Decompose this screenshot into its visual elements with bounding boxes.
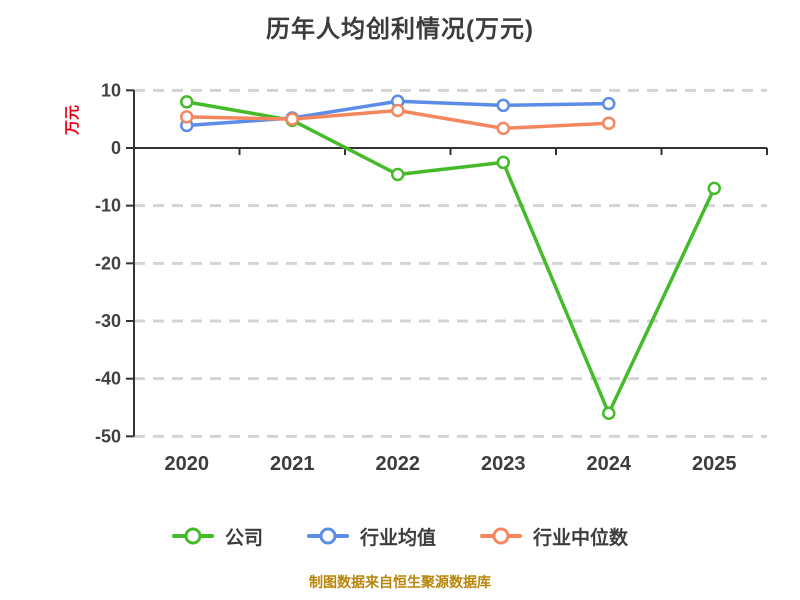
svg-text:-30: -30 [95, 311, 121, 331]
svg-text:-20: -20 [95, 253, 121, 273]
legend-item-industry-median[interactable]: 行业中位数 [480, 523, 628, 550]
legend-label-industry-mean: 行业均值 [359, 527, 436, 549]
legend-line-marker-icon [480, 527, 522, 546]
svg-text:2025: 2025 [692, 453, 737, 475]
svg-text:10: 10 [101, 80, 121, 100]
legend-label-industry-median: 行业中位数 [533, 527, 629, 549]
svg-text:-40: -40 [95, 369, 121, 389]
svg-text:2024: 2024 [587, 453, 632, 475]
legend-dot-icon [492, 527, 510, 545]
svg-text:-10: -10 [95, 196, 121, 216]
legend-item-industry-mean[interactable]: 行业均值 [306, 523, 436, 550]
svg-text:2023: 2023 [481, 453, 526, 475]
svg-text:2021: 2021 [270, 453, 315, 475]
data-source-caption: 制图数据来自恒生聚源数据库 [309, 574, 491, 590]
legend-dot-icon [184, 527, 202, 545]
svg-text:2022: 2022 [376, 453, 421, 475]
legend-label-company: 公司 [224, 527, 263, 549]
chart-title: 历年人均创利情况(万元) [266, 16, 534, 43]
svg-text:-50: -50 [95, 426, 121, 446]
legend-line-marker-icon [171, 527, 214, 546]
legend-line-marker-icon [306, 527, 349, 546]
legend-dot-icon [319, 527, 337, 545]
legend-item-company[interactable]: 公司 [171, 523, 263, 550]
legend: 公司 行业均值 行业中位数 [0, 518, 800, 554]
svg-text:2020: 2020 [165, 453, 210, 475]
svg-text:0: 0 [111, 138, 121, 158]
